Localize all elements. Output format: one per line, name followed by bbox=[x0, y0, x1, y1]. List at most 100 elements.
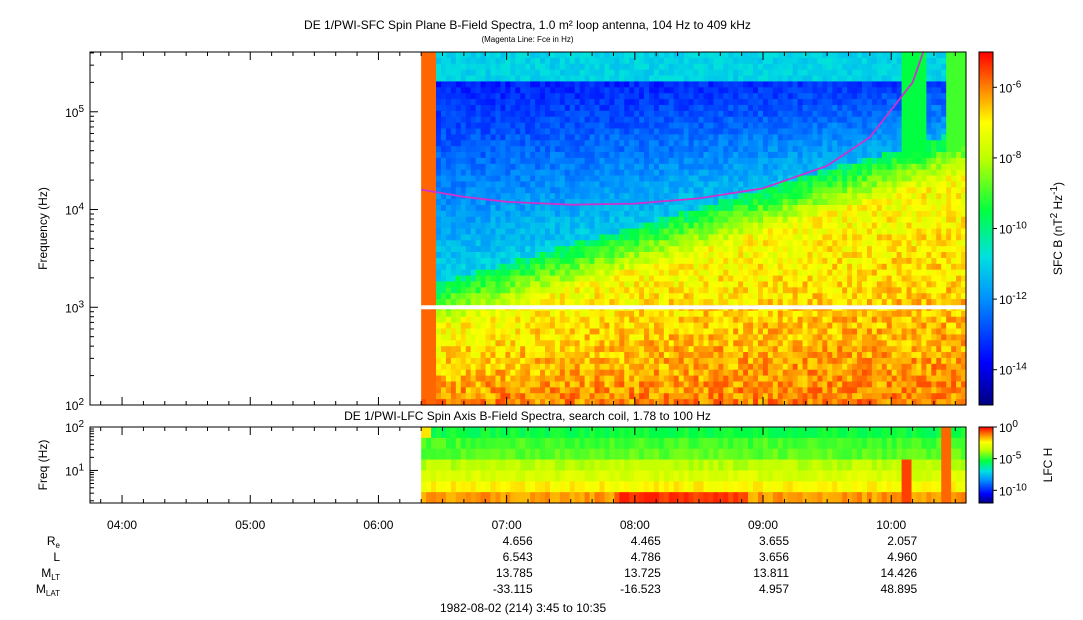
sfc-cell bbox=[802, 246, 809, 253]
sfc-cell bbox=[564, 240, 571, 247]
sfc-cell bbox=[530, 240, 536, 247]
sfc-cell bbox=[475, 393, 482, 400]
sfc-cell bbox=[520, 246, 526, 253]
sfc-cell bbox=[668, 299, 675, 306]
sfc-cell bbox=[460, 322, 467, 330]
sfc-cell bbox=[733, 393, 739, 400]
sfc-cell bbox=[540, 240, 546, 247]
sfc-cell bbox=[490, 299, 497, 306]
sfc-cell bbox=[787, 52, 794, 59]
sfc-cell bbox=[549, 163, 556, 171]
sfc-cell bbox=[653, 99, 660, 106]
sfc-cell bbox=[445, 234, 452, 241]
sfc-cell bbox=[431, 152, 437, 159]
sfc-cell bbox=[604, 140, 610, 147]
sfc-cell bbox=[495, 381, 502, 388]
sfc-cell bbox=[649, 157, 655, 165]
sfc-cell bbox=[782, 104, 789, 112]
sfc-cell bbox=[703, 146, 710, 153]
sfc-cell bbox=[728, 110, 734, 118]
sfc-cell bbox=[718, 322, 724, 330]
sfc-cell bbox=[668, 210, 675, 218]
sfc-cell bbox=[440, 169, 447, 177]
sfc-cell bbox=[777, 257, 784, 265]
sfc-cell bbox=[569, 175, 576, 183]
sfc-cell bbox=[782, 228, 789, 235]
sfc-cell bbox=[703, 81, 710, 88]
sfc-cell bbox=[698, 140, 705, 147]
sfc-cell bbox=[673, 263, 680, 271]
sfc-cell bbox=[525, 299, 531, 306]
sfc-cell bbox=[693, 352, 700, 359]
sfc-cell bbox=[569, 87, 576, 94]
sfc-cell bbox=[767, 163, 774, 171]
sfc-cell bbox=[475, 128, 482, 135]
sfc-cell bbox=[431, 340, 437, 347]
sfc-cell bbox=[757, 263, 764, 271]
sfc-cell bbox=[455, 257, 462, 265]
sfc-cell bbox=[688, 310, 695, 318]
sfc-cell bbox=[797, 116, 804, 124]
sfc-cell bbox=[436, 199, 442, 206]
sfc-cell bbox=[634, 52, 640, 59]
sfc-cell bbox=[540, 169, 546, 177]
sfc-cell bbox=[549, 99, 556, 106]
sfc-cell bbox=[589, 140, 596, 147]
sfc-cell bbox=[510, 69, 516, 77]
sfc-cell bbox=[733, 293, 739, 300]
sfc-cell bbox=[490, 387, 497, 394]
sfc-cell bbox=[624, 293, 630, 300]
sfc-cell bbox=[445, 157, 452, 165]
sfc-cell bbox=[584, 63, 591, 71]
sfc-cell bbox=[827, 387, 833, 394]
sfc-cell bbox=[673, 140, 680, 147]
sfc-cell bbox=[748, 387, 754, 394]
sfc-cell bbox=[728, 346, 734, 353]
sfc-cell bbox=[634, 322, 640, 330]
sfc-cell bbox=[644, 363, 650, 371]
sfc-cell bbox=[431, 287, 437, 294]
sfc-cell bbox=[678, 128, 685, 135]
sfc-cell bbox=[624, 128, 630, 135]
sfc-cell bbox=[599, 234, 606, 241]
sfc-cell bbox=[470, 257, 477, 265]
sfc-cell bbox=[678, 228, 685, 235]
sfc-cell bbox=[688, 169, 695, 177]
sfc-cell bbox=[733, 157, 739, 165]
sfc-cell bbox=[777, 340, 784, 347]
sfc-cell bbox=[802, 222, 809, 230]
sfc-cell bbox=[485, 252, 492, 259]
sfc-cell bbox=[490, 210, 497, 218]
sfc-cell bbox=[584, 228, 591, 235]
sfc-cell bbox=[802, 110, 809, 118]
sfc-cell bbox=[450, 369, 457, 377]
sfc-cell bbox=[549, 187, 556, 194]
sfc-cell bbox=[708, 199, 714, 206]
sfc-cell bbox=[505, 99, 511, 106]
sfc-cell bbox=[653, 316, 660, 324]
sfc-cell bbox=[614, 340, 620, 347]
sfc-cell bbox=[639, 293, 645, 300]
sfc-cell bbox=[440, 340, 447, 347]
sfc-cell bbox=[535, 393, 541, 400]
sfc-cell bbox=[658, 281, 665, 288]
sfc-cell bbox=[535, 346, 541, 353]
sfc-cell bbox=[609, 334, 615, 341]
sfc-cell bbox=[634, 216, 640, 224]
sfc-cell bbox=[822, 281, 828, 288]
sfc-cell bbox=[772, 175, 779, 183]
sfc-cell bbox=[743, 204, 749, 212]
sfc-cell bbox=[436, 275, 442, 283]
sfc-cell bbox=[584, 310, 591, 318]
sfc-cell bbox=[777, 69, 784, 77]
sfc-cell bbox=[743, 399, 749, 406]
sfc-cell bbox=[817, 269, 823, 277]
sfc-cell bbox=[569, 322, 576, 330]
sfc-cell bbox=[525, 346, 531, 353]
sfc-cell bbox=[787, 399, 794, 406]
sfc-cell bbox=[564, 210, 571, 218]
sfc-cell bbox=[426, 152, 432, 159]
sfc-cell bbox=[757, 240, 764, 247]
sfc-cell bbox=[589, 293, 596, 300]
sfc-cell bbox=[678, 316, 685, 324]
